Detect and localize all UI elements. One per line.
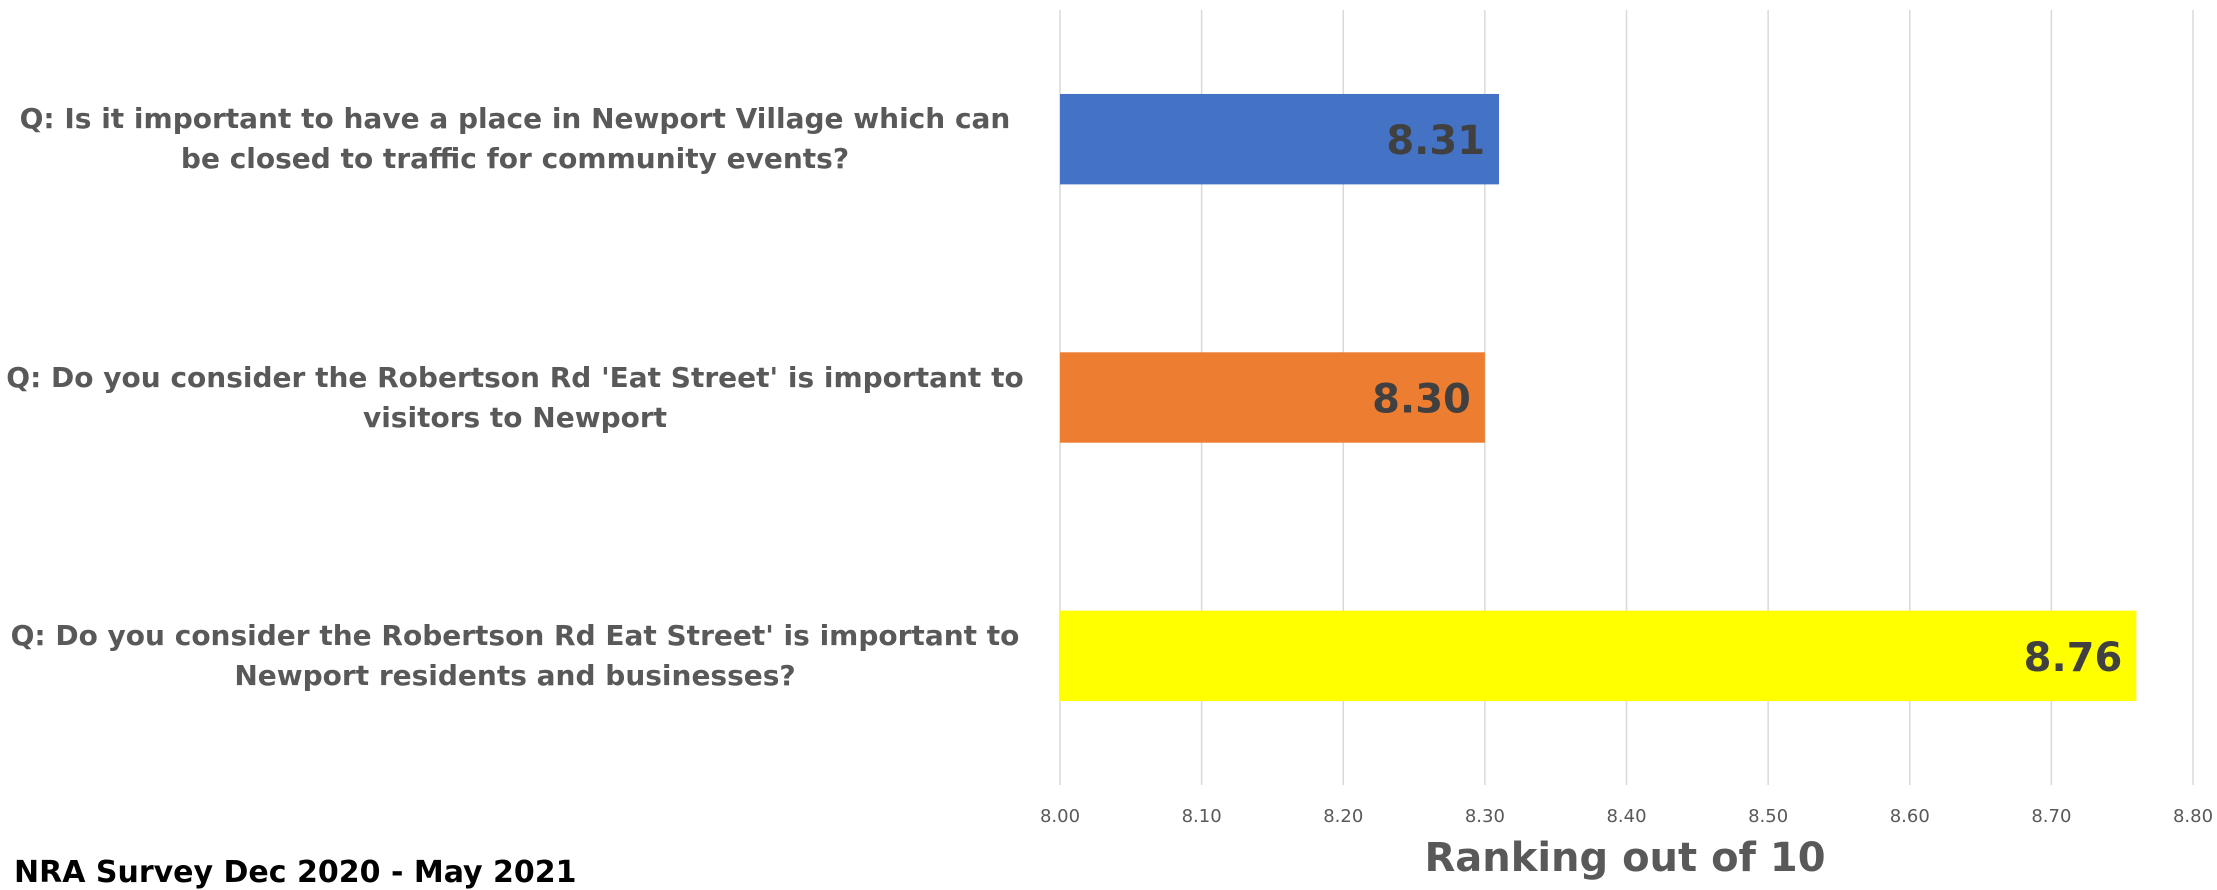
x-tick-labels: 8.00 8.10 8.20 8.30 8.40 8.50 8.60 8.70 8.80 — [1040, 806, 2213, 827]
x-tick-label: 8.80 — [2173, 806, 2213, 827]
category-label: Q: Do you consider the Robertson Rd 'Eat… — [6, 360, 1024, 434]
bars: 8.31 8.30 8.76 — [1060, 93, 2137, 702]
category-label: Q: Is it important to have a place in Ne… — [19, 102, 1011, 176]
category-label: Q: Do you consider the Robertson Rd Eat … — [10, 618, 1020, 692]
bar — [1060, 93, 1500, 185]
x-tick-label: 8.10 — [1182, 806, 1222, 827]
bar-value-label: 8.30 — [1372, 377, 1471, 423]
bar — [1060, 610, 2137, 702]
bar — [1060, 352, 1485, 443]
x-tick-label: 8.40 — [1606, 806, 1646, 827]
x-tick-label: 8.20 — [1323, 806, 1363, 827]
x-tick-label: 8.70 — [2031, 806, 2071, 827]
survey-footnote: NRA Survey Dec 2020 - May 2021 — [14, 855, 577, 890]
x-axis-title: Ranking out of 10 — [1424, 835, 1826, 881]
x-tick-label: 8.00 — [1040, 806, 1080, 827]
x-tick-label: 8.60 — [1890, 806, 1930, 827]
bar-value-label: 8.31 — [1386, 118, 1485, 164]
x-tick-label: 8.50 — [1748, 806, 1788, 827]
bar-value-label: 8.76 — [2024, 635, 2123, 681]
x-tick-label: 8.30 — [1465, 806, 1505, 827]
